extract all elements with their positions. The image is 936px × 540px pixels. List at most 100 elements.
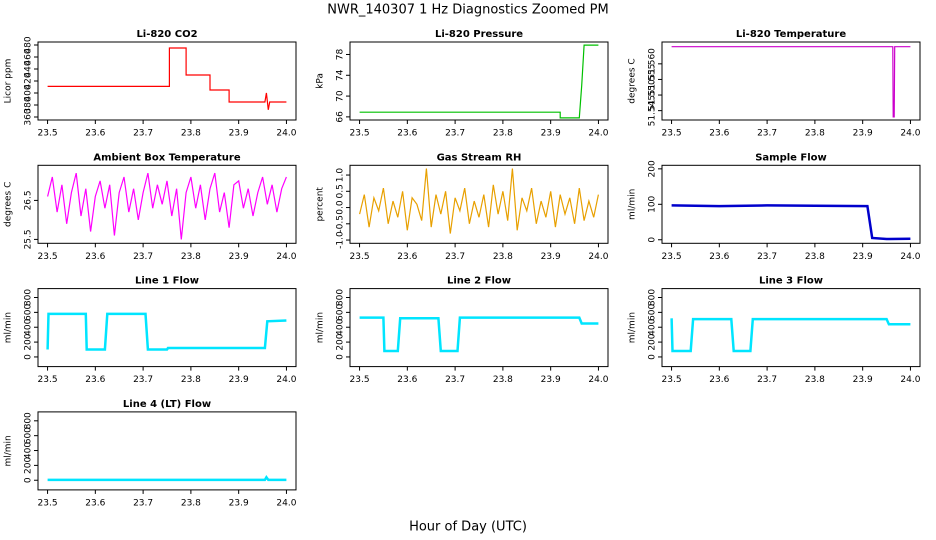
- plot-frame: [37, 164, 297, 244]
- x-tick-label: 24.0: [276, 252, 296, 262]
- x-tick-label: 23.7: [445, 375, 465, 385]
- y-tick-label: 400: [24, 84, 34, 101]
- data-line: [359, 44, 599, 119]
- y-tick-label: 600: [336, 304, 346, 321]
- data-line: [46, 312, 287, 351]
- y-axis-label: ml/min: [628, 189, 638, 220]
- y-tick-label: 66: [336, 111, 346, 123]
- x-tick-label: 23.6: [85, 375, 105, 385]
- x-tick-label: 24.0: [900, 252, 920, 262]
- x-tick-label: 23.9: [853, 129, 873, 139]
- x-tick-label: 23.6: [397, 129, 417, 139]
- x-tick-label: 23.7: [757, 129, 777, 139]
- y-tick-label: 600: [648, 304, 658, 321]
- x-tick-label: 23.7: [757, 252, 777, 262]
- y-axis-label: degrees C: [628, 58, 638, 103]
- panel-title: Gas Stream RH: [437, 152, 522, 163]
- y-tick-label: 1.0: [336, 168, 346, 183]
- x-tick-label: 23.7: [445, 252, 465, 262]
- plot-frame: [37, 41, 297, 121]
- x-tick-label: 24.0: [588, 375, 608, 385]
- x-tick-label: 23.9: [229, 375, 249, 385]
- x-tick-label: 23.5: [38, 129, 58, 139]
- y-tick-label: 78: [336, 48, 346, 60]
- x-tick-label: 23.5: [662, 375, 682, 385]
- x-tick-label: 23.8: [493, 252, 513, 262]
- panel-title: Line 2 Flow: [447, 276, 511, 287]
- y-axis-label: ml/min: [628, 312, 638, 343]
- y-tick-label: 25.5: [24, 229, 34, 249]
- data-line: [671, 46, 911, 118]
- x-tick-label: 23.8: [181, 129, 201, 139]
- y-tick-label: 800: [24, 289, 34, 306]
- y-tick-label: 0: [648, 237, 658, 243]
- panel-title: Li-820 Temperature: [736, 29, 846, 40]
- x-tick-label: 23.7: [133, 129, 153, 139]
- data-line: [670, 317, 911, 353]
- y-tick-label: 0.0: [336, 200, 346, 215]
- x-tick-label: 24.0: [276, 375, 296, 385]
- y-tick-label: 400: [24, 442, 34, 459]
- y-tick-label: -0.5: [336, 215, 346, 233]
- panel-title: Sample Flow: [755, 152, 827, 163]
- panel-title: Line 3 Flow: [759, 276, 823, 287]
- x-tick-label: 23.6: [397, 375, 417, 385]
- x-tick-label: 24.0: [588, 129, 608, 139]
- y-tick-label: 100: [648, 195, 658, 212]
- y-tick-label: 380: [24, 96, 34, 113]
- x-tick-label: 23.7: [757, 375, 777, 385]
- y-axis-label: kPa: [316, 73, 326, 89]
- plot-frame: [661, 288, 921, 368]
- x-tick-label: 23.6: [85, 252, 105, 262]
- y-tick-label: 51.560: [648, 48, 658, 80]
- x-tick-label: 23.8: [493, 129, 513, 139]
- x-tick-label: 23.5: [38, 252, 58, 262]
- y-tick-label: 200: [336, 333, 346, 350]
- plot-frame: [37, 288, 297, 368]
- x-tick-label: 24.0: [276, 498, 296, 508]
- y-tick-label: 0.5: [336, 184, 346, 198]
- y-axis-label: degrees C: [4, 182, 14, 227]
- panel-title: Li-820 Pressure: [435, 29, 523, 40]
- x-tick-label: 23.6: [709, 252, 729, 262]
- x-tick-label: 23.6: [85, 129, 105, 139]
- x-tick-label: 23.5: [350, 129, 370, 139]
- y-tick-label: 460: [24, 48, 34, 65]
- x-tick-label: 23.5: [350, 252, 370, 262]
- x-tick-label: 23.8: [805, 252, 825, 262]
- x-tick-label: 23.6: [709, 129, 729, 139]
- y-tick-label: 0: [648, 354, 658, 360]
- x-tick-label: 23.6: [709, 375, 729, 385]
- y-tick-label: 360: [24, 108, 34, 125]
- y-axis-label: ml/min: [4, 312, 14, 343]
- plot-frame: [349, 288, 609, 368]
- y-tick-label: 200: [24, 333, 34, 350]
- plot-frame: [37, 411, 297, 491]
- y-tick-label: 74: [336, 69, 346, 81]
- x-tick-label: 24.0: [588, 252, 608, 262]
- y-tick-label: 70: [336, 90, 346, 102]
- y-tick-label: 600: [24, 304, 34, 321]
- panel-title: Line 1 Flow: [135, 276, 199, 287]
- panel-title: Li-820 CO2: [136, 29, 197, 40]
- data-line: [47, 475, 287, 482]
- y-tick-label: 400: [336, 318, 346, 335]
- data-line: [47, 172, 287, 240]
- x-tick-label: 23.5: [38, 375, 58, 385]
- y-tick-label: 800: [648, 289, 658, 306]
- x-tick-label: 23.8: [181, 375, 201, 385]
- x-tick-label: 23.9: [541, 252, 561, 262]
- data-line: [671, 204, 911, 241]
- x-tick-label: 23.9: [229, 498, 249, 508]
- x-tick-label: 23.9: [229, 129, 249, 139]
- y-axis-label: percent: [316, 187, 326, 222]
- y-tick-label: 51.550: [648, 79, 658, 111]
- x-tick-label: 23.5: [350, 375, 370, 385]
- y-tick-label: 0: [24, 477, 34, 483]
- data-line: [359, 168, 599, 234]
- x-tick-label: 23.8: [181, 252, 201, 262]
- y-tick-label: 440: [24, 60, 34, 77]
- y-tick-label: 200: [648, 160, 658, 177]
- x-tick-label: 23.9: [541, 129, 561, 139]
